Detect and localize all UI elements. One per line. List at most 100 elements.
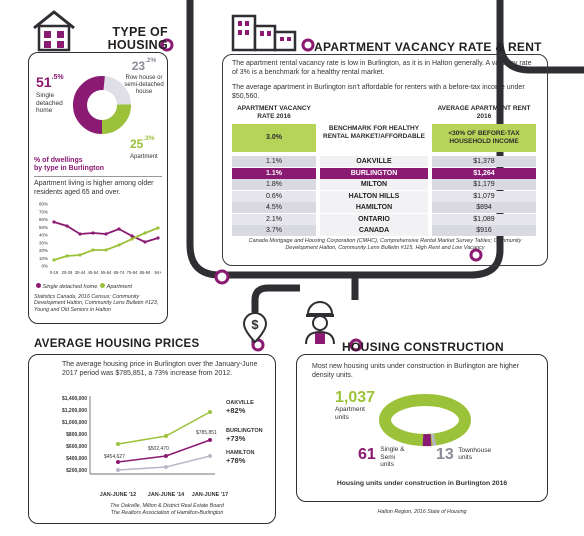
price-y-tick: $1,000,000 xyxy=(62,420,87,426)
vacancy-rate-cell: 4.5% xyxy=(232,202,316,213)
vacancy-panel xyxy=(222,54,548,266)
apartment-point xyxy=(104,248,108,252)
single-detached-point xyxy=(52,220,56,224)
age-chart-legend: Single detached home Apartment xyxy=(36,283,132,290)
rent-cell: $1,089 xyxy=(432,213,536,225)
apartment-units-stat: 1,037 Apartment units xyxy=(335,389,376,421)
apartment-point xyxy=(78,253,82,257)
age-x-ticks: 0-19 20-29 30-44 45-54 55-64 65-74 75-84 85-94 9… xyxy=(50,270,162,275)
price-point-label-3: $785,851 xyxy=(196,430,217,436)
age-x-tick: 65-74 xyxy=(114,270,125,275)
age-x-tick: 45-54 xyxy=(88,270,99,275)
single-detached-line xyxy=(53,221,159,243)
type-of-housing-source: Statistics Canada, 2016 Census; Communit… xyxy=(34,294,159,313)
age-x-tick: 30-44 xyxy=(75,270,86,275)
single-detached-point xyxy=(156,236,160,240)
price-y-tick: $200,000 xyxy=(66,468,87,474)
age-x-tick: 75-84 xyxy=(127,270,138,275)
burlington-change: +73% xyxy=(226,434,246,443)
rent-cell: $1,079 xyxy=(432,190,536,202)
oakville-line xyxy=(117,411,211,445)
construction-caption: Housing units under construction in Burl… xyxy=(336,480,508,487)
construction-panel xyxy=(296,354,548,502)
vacancy-rate-cell: 1.1% xyxy=(232,167,316,179)
x-label-2: JAN-JUNE '14 xyxy=(148,492,185,498)
hamilton-line xyxy=(117,455,211,471)
benchmark-rate: 3.0% xyxy=(232,124,316,152)
avg-price-panel xyxy=(28,354,276,524)
rent-col-header: AVERAGE APARTMENT RENT 2016 xyxy=(437,105,531,120)
house-icon xyxy=(33,10,75,52)
benchmark-rent: <30% OF BEFORE-TAX HOUSEHOLD INCOME xyxy=(432,124,536,152)
single-detached-point xyxy=(104,232,108,236)
vacancy-title: APARTMENT VACANCY RATE & RENT xyxy=(314,40,542,54)
burlington-label: BURLINGTON xyxy=(226,428,263,434)
apartment-point xyxy=(52,258,56,262)
apartment-point xyxy=(156,226,160,230)
age-y-tick: 80% xyxy=(39,202,48,207)
x-label-3: JAN-JUNE '17 xyxy=(192,492,228,498)
construction-title: HOUSING CONSTRUCTION xyxy=(342,340,504,354)
townhouse-units-stat: 13 Townhouse units xyxy=(436,446,492,463)
housing-type-donut xyxy=(73,76,131,134)
price-line-chart: $1,400,000 $1,200,000 $1,000,000 $800,000 $6… xyxy=(62,396,263,498)
apartment-point xyxy=(91,248,95,252)
benchmark-label: BENCHMARK FOR HEALTHY RENTAL MARKET/AFFO… xyxy=(323,125,425,140)
oakville-change: +82% xyxy=(226,406,246,415)
hamilton-change: +78% xyxy=(226,456,246,465)
dollar-sign-icon: $ xyxy=(242,313,268,343)
vacancy-rate-cell: 1.8% xyxy=(232,179,316,190)
age-line-chart: 80% 70% 60% 50% 40% 30% 20% 10% 0% 0-19 20-29 30-4… xyxy=(39,202,162,276)
age-x-tick: 94+ xyxy=(154,270,162,275)
rent-cell: $894 xyxy=(432,202,536,213)
place-cell: OAKVILLE xyxy=(320,156,428,167)
vacancy-rate-cell: 2.1% xyxy=(232,213,316,225)
type-of-housing-title: TYPE OF HOUSING xyxy=(107,25,168,52)
apartment-stat: 25.3% Apartment xyxy=(130,135,158,160)
single-detached-point xyxy=(143,240,147,244)
x-label-1: JAN-JUNE '12 xyxy=(100,492,136,498)
construction-donut xyxy=(379,394,471,447)
vacancy-para-2: The average apartment in Burlington isn'… xyxy=(232,84,525,100)
age-y-tick: 0% xyxy=(41,264,48,269)
divider xyxy=(34,176,162,177)
construction-source: Halton Region, 2016 State of Housing xyxy=(377,509,467,515)
apartment-point xyxy=(117,243,121,247)
vacancy-rate-cell: 3.7% xyxy=(232,225,316,236)
semi-units-stat: 61 Single & Semi units xyxy=(358,446,405,468)
apartment-point xyxy=(143,231,147,235)
price-y-tick: $1,200,000 xyxy=(62,408,87,414)
age-y-tick: 60% xyxy=(39,217,48,222)
price-y-tick: $1,400,000 xyxy=(62,396,87,402)
place-cell: MILTON xyxy=(320,179,428,190)
age-x-tick: 20-29 xyxy=(62,270,73,275)
price-y-tick: $400,000 xyxy=(66,456,87,462)
age-x-tick: 55-64 xyxy=(101,270,112,275)
place-cell: HAMILTON xyxy=(320,202,428,213)
row-house-stat: 23.2% Row house or semi-detached house xyxy=(124,57,164,95)
vacancy-col-header: APARTMENT VACANCY RATE 2016 xyxy=(237,105,311,120)
rent-cell: $916 xyxy=(432,225,536,236)
single-detached-point xyxy=(65,224,69,228)
single-detached-point xyxy=(130,234,134,238)
single-detached-point xyxy=(91,231,95,235)
hamilton-label: HAMILTON xyxy=(226,450,255,456)
construction-worker-icon xyxy=(305,301,335,344)
place-cell: BURLINGTON xyxy=(320,167,428,179)
age-y-ticks: 80% 70% 60% 50% 40% 30% 20% 10% 0% xyxy=(39,202,48,269)
age-x-tick: 0-19 xyxy=(50,270,59,275)
age-y-tick: 40% xyxy=(39,233,48,238)
construction-text: Most new housing units under constructio… xyxy=(312,363,520,379)
place-cell: CANADA xyxy=(320,225,428,236)
type-of-housing-panel xyxy=(28,52,168,324)
single-detached-point xyxy=(78,232,82,236)
oakville-label: OAKVILLE xyxy=(226,400,254,406)
age-y-tick: 30% xyxy=(39,240,48,245)
apartment-point xyxy=(130,237,134,241)
older-residents-text: Apartment living is higher among older r… xyxy=(34,180,154,196)
price-point-label-2: $502,470 xyxy=(148,446,169,452)
price-point-label-1: $454,627 xyxy=(104,454,125,460)
age-x-tick: 85-94 xyxy=(140,270,151,275)
single-detached-point xyxy=(117,227,121,231)
single-detached-stat: 51.5% Single detached home xyxy=(36,74,64,114)
